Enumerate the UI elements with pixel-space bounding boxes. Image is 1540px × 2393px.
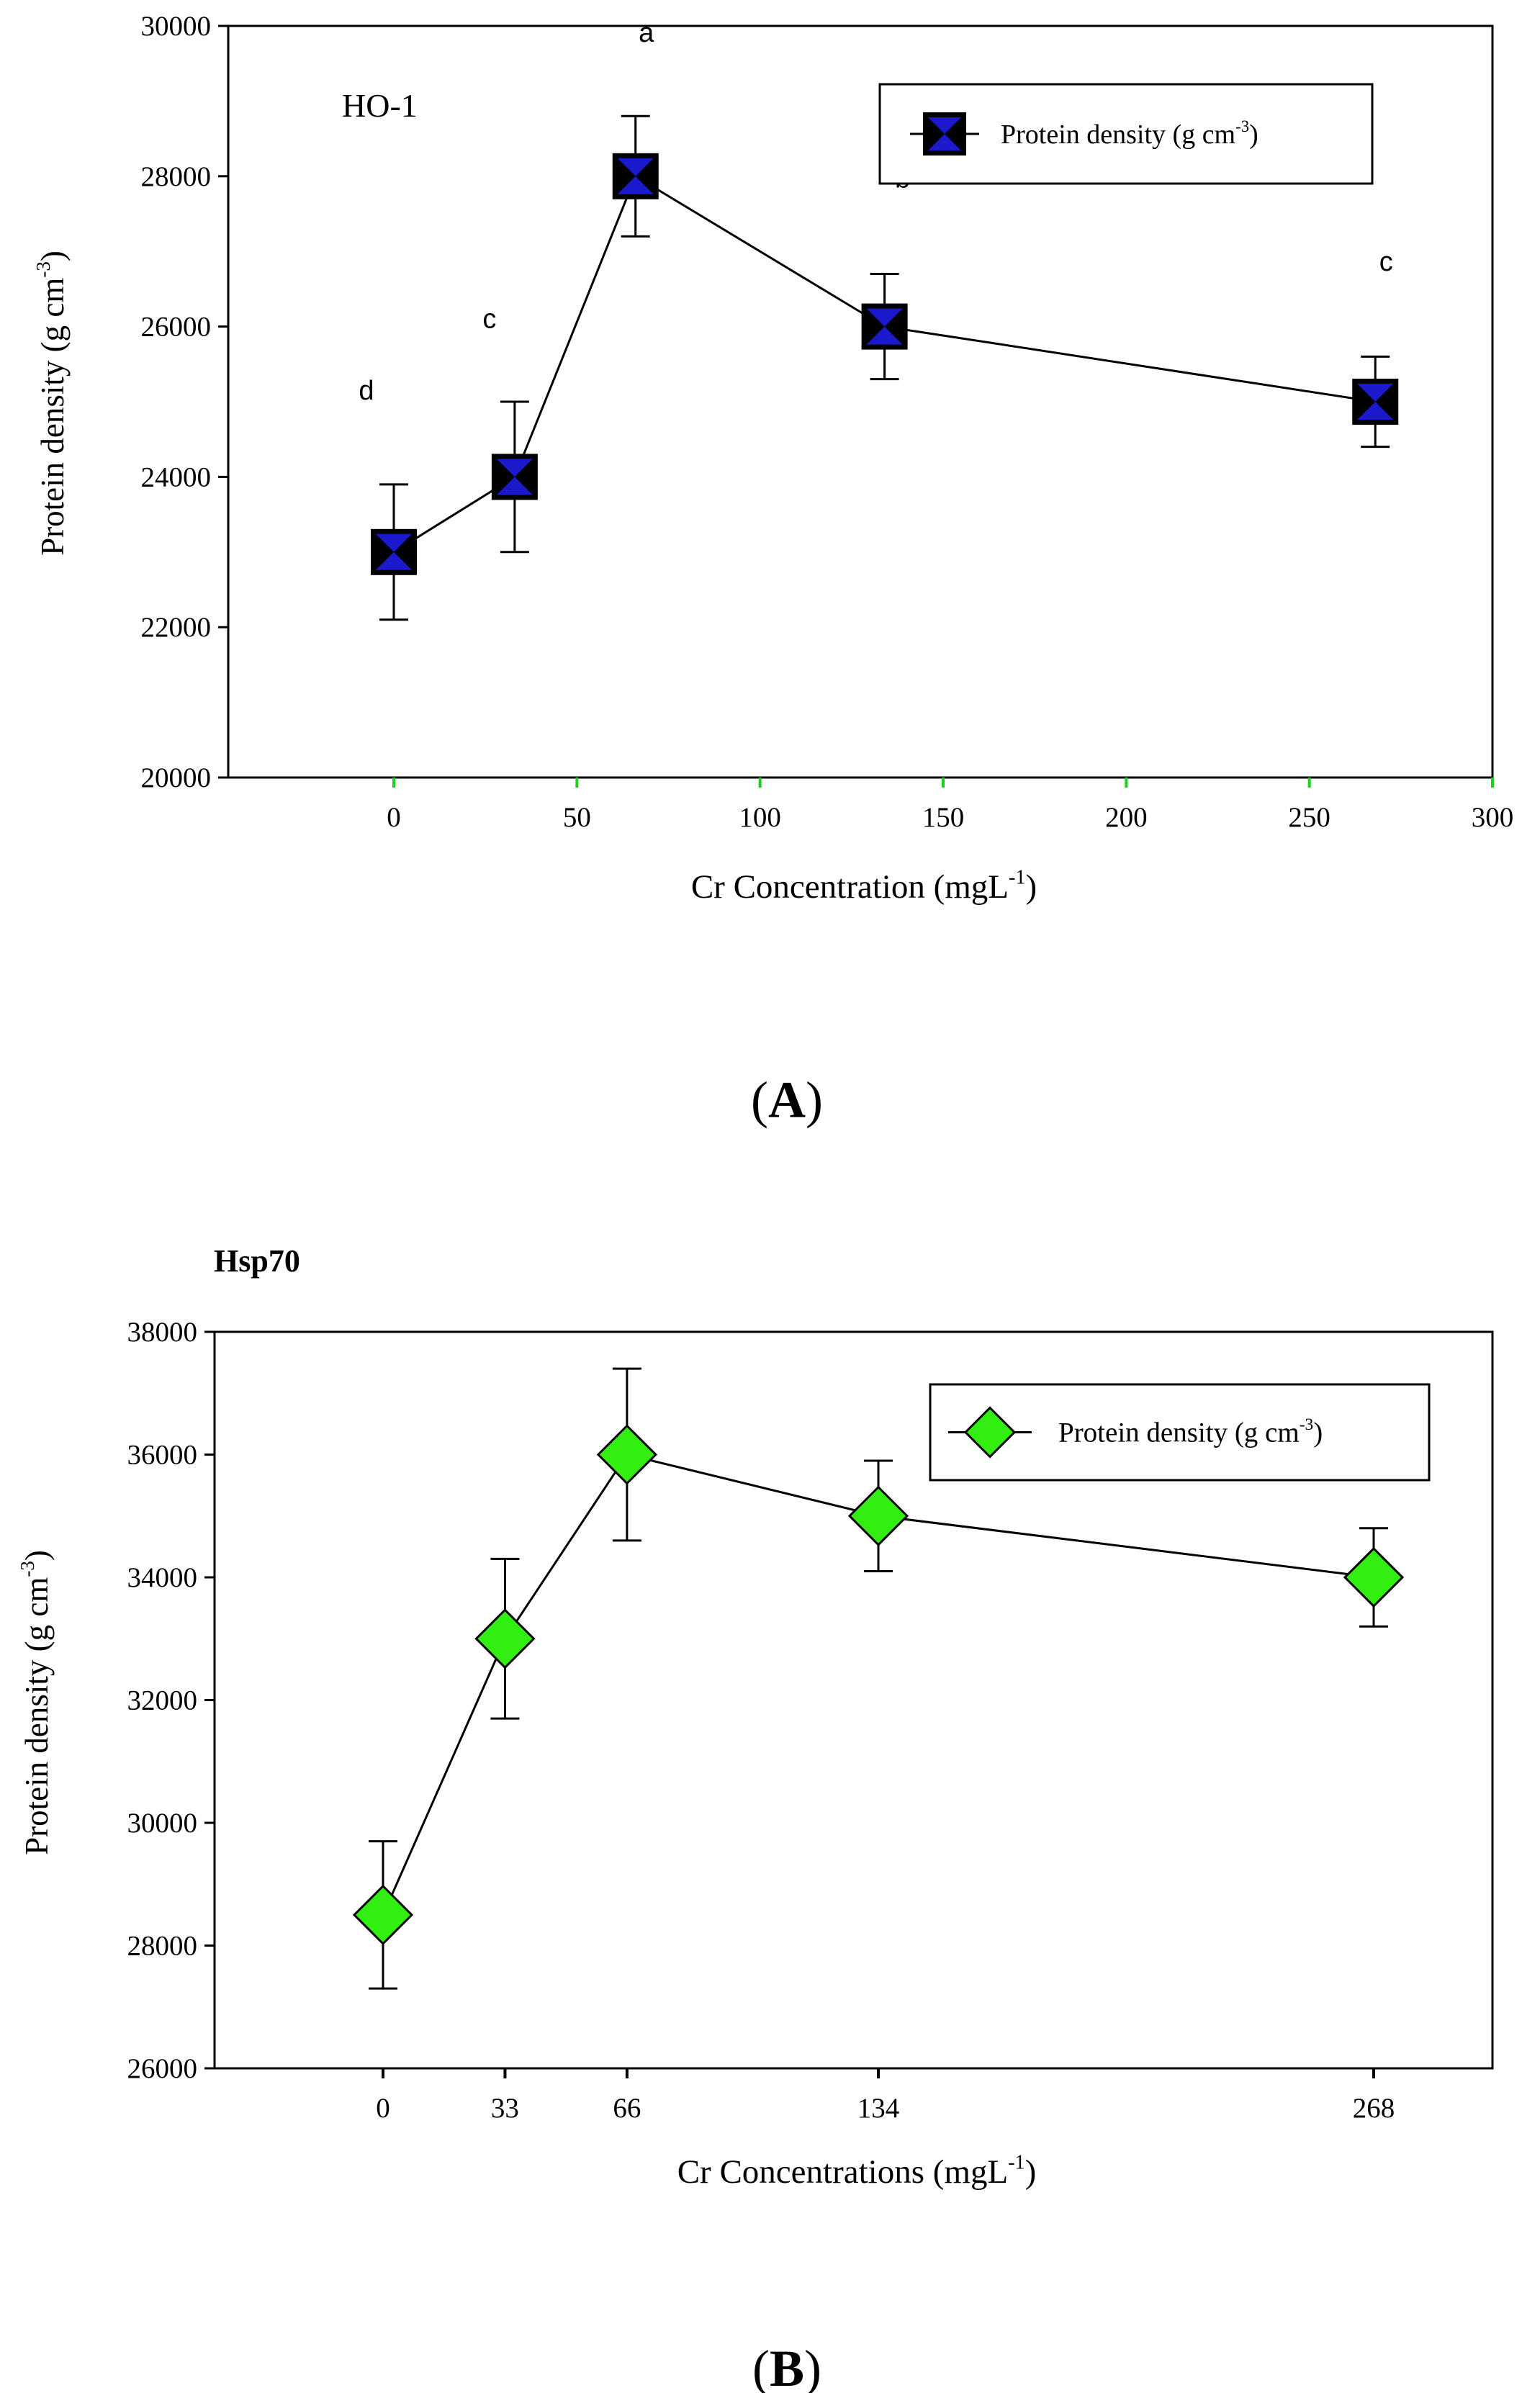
x-axis-label-main: Cr Concentration (mgL xyxy=(691,868,1009,906)
y-tick-label: 24000 xyxy=(141,461,212,492)
data-point xyxy=(1352,379,1399,425)
legend-marker xyxy=(923,112,966,156)
data-point xyxy=(491,454,538,500)
legend-label-sup: -3 xyxy=(1300,1415,1314,1434)
x-tick-label: 100 xyxy=(739,802,781,833)
x-tick-label: 300 xyxy=(1472,802,1514,833)
chart-title: Hsp70 xyxy=(214,1243,300,1279)
panel-label: (A) xyxy=(751,1071,823,1129)
significance-letter: d xyxy=(359,376,374,406)
x-tick-label: 268 xyxy=(1353,2093,1395,2124)
x-tick-label: 150 xyxy=(922,802,965,833)
legend-marker-bottom xyxy=(928,134,961,150)
x-axis-label-sup: -1 xyxy=(1008,2151,1025,2173)
legend: Protein density (g cm-3) xyxy=(878,83,1374,185)
y-tick-label: 34000 xyxy=(127,1562,198,1593)
legend-label-main: Protein density (g cm xyxy=(1001,120,1235,150)
significance-letter: c xyxy=(482,304,496,334)
chart-title: HO-1 xyxy=(342,87,418,124)
x-axis-label: Cr Concentrations (mgL-1) xyxy=(677,2151,1037,2191)
data-point-bottom xyxy=(376,551,412,570)
panel-label-open: ( xyxy=(751,1071,768,1129)
y-axis-label-tail: ) xyxy=(35,251,71,261)
data-point-top xyxy=(1357,384,1394,402)
data-point xyxy=(474,1608,536,1669)
data-point-top xyxy=(866,308,903,327)
y-tick-label: 36000 xyxy=(127,1440,198,1471)
panel-label-close: ) xyxy=(806,1071,823,1129)
data-point xyxy=(596,1424,657,1485)
data-point-top xyxy=(376,533,412,552)
y-tick-label: 22000 xyxy=(141,612,212,643)
x-tick-label: 0 xyxy=(387,802,401,833)
data-point xyxy=(1343,1546,1405,1608)
data-point-bottom xyxy=(866,326,903,345)
y-axis-label-main: Protein density (g cm xyxy=(19,1577,55,1855)
panel-label-close: ) xyxy=(804,2340,821,2393)
legend-label-tail: ) xyxy=(1313,1418,1323,1448)
legend-label: Protein density (g cm-3) xyxy=(1058,1415,1323,1448)
panel-label-letter: B xyxy=(770,2340,804,2393)
data-point xyxy=(352,1884,414,1945)
significance-letter: a xyxy=(639,18,654,48)
data-point xyxy=(371,528,417,575)
x-tick-label: 50 xyxy=(563,802,591,833)
significance-letter: c xyxy=(1379,247,1393,277)
plot-frame xyxy=(227,24,1494,779)
chart-panel-B: 26000 28000 30000 32000 34000 36000 38000 0 33 66… xyxy=(17,1243,1494,2393)
data-point xyxy=(861,303,908,350)
y-tick-label: 26000 xyxy=(127,2053,198,2084)
y-tick-label: 30000 xyxy=(141,11,212,42)
data-point-top xyxy=(617,158,654,176)
legend: Protein density (g cm-3) xyxy=(929,1383,1431,1482)
x-axis-label: Cr Concentration (mgL-1) xyxy=(691,866,1037,906)
y-axis-label: Protein density (g cm-3) xyxy=(32,251,71,556)
y-tick-label: 20000 xyxy=(141,762,212,793)
panel-label-open: ( xyxy=(752,2340,770,2393)
x-tick-label: 134 xyxy=(857,2093,900,2124)
data-point-top xyxy=(496,459,533,477)
x-tick-label: 200 xyxy=(1105,802,1148,833)
x-tick-label: 250 xyxy=(1288,802,1330,833)
legend-marker xyxy=(963,1406,1017,1459)
x-tick-label: 66 xyxy=(613,2093,641,2124)
data-point xyxy=(612,153,659,199)
legend-label-main: Protein density (g cm xyxy=(1058,1418,1300,1448)
data-point-bottom xyxy=(617,176,654,194)
data-point-bottom xyxy=(496,477,533,495)
legend-label: Protein density (g cm-3) xyxy=(1001,117,1258,150)
legend-label-sup: -3 xyxy=(1235,117,1249,135)
legend-label-tail: ) xyxy=(1249,120,1258,150)
y-axis-label-tail: ) xyxy=(19,1550,55,1561)
x-tick-label: 33 xyxy=(491,2093,519,2124)
y-axis-label-sup: -3 xyxy=(32,261,54,278)
x-axis-label-main: Cr Concentrations (mgL xyxy=(677,2153,1008,2191)
x-axis-label-sup: -1 xyxy=(1009,866,1025,888)
x-tick-label: 0 xyxy=(376,2093,390,2124)
legend-marker-top xyxy=(928,117,961,134)
y-tick-label: 32000 xyxy=(127,1685,198,1716)
panel-label: (B) xyxy=(752,2340,821,2393)
x-axis-label-tail: ) xyxy=(1026,868,1037,906)
y-tick-label: 26000 xyxy=(141,312,212,343)
chart-panel-A: 20000 22000 24000 26000 28000 30000 0 50 100 150 2… xyxy=(32,11,1513,1129)
y-axis-label: Protein density (g cm-3) xyxy=(17,1550,55,1855)
y-tick-label: 38000 xyxy=(127,1317,198,1348)
y-axis-label-sup: -3 xyxy=(17,1561,38,1577)
y-tick-label: 28000 xyxy=(127,1931,198,1962)
y-tick-label: 28000 xyxy=(141,161,212,192)
x-axis-label-tail: ) xyxy=(1025,2153,1037,2191)
panel-label-letter: A xyxy=(768,1071,806,1129)
data-point-bottom xyxy=(1357,402,1394,420)
data-point xyxy=(847,1485,909,1546)
y-axis-label-main: Protein density (g cm xyxy=(35,278,71,556)
y-tick-label: 30000 xyxy=(127,1808,198,1839)
